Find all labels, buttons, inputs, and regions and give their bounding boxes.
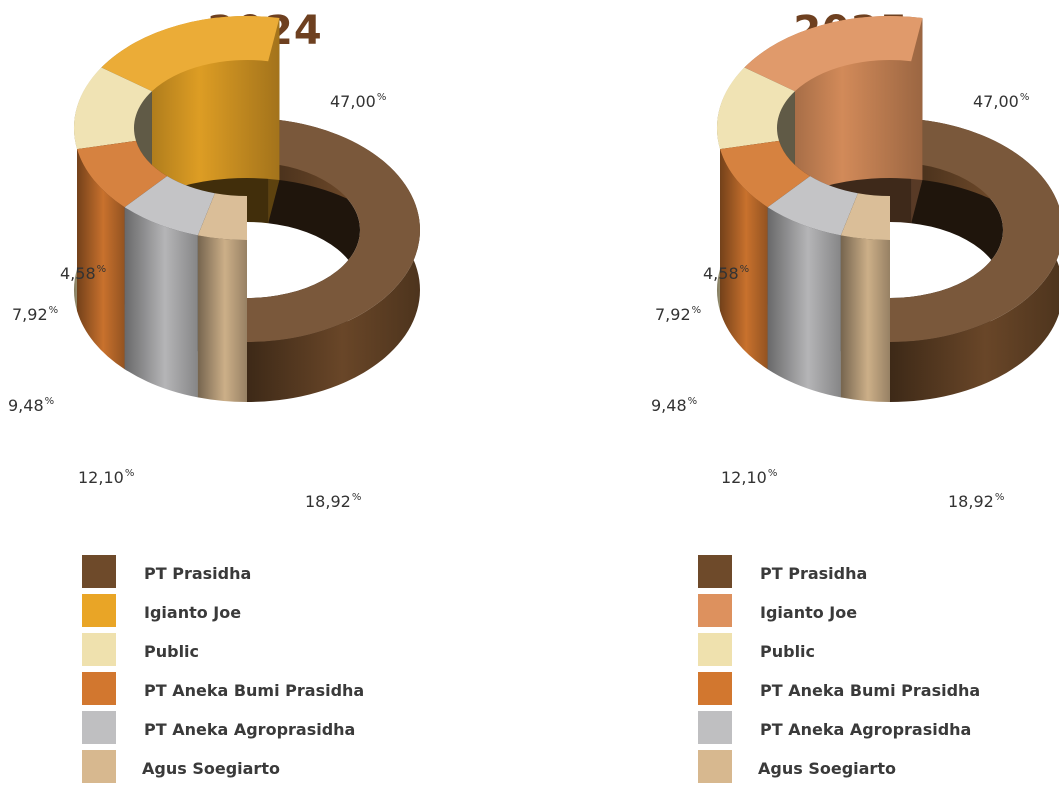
slice-value: 9,48 — [651, 396, 687, 415]
slice-unit: % — [691, 305, 702, 316]
slice-top — [767, 176, 858, 236]
legend-label: Public — [760, 642, 816, 661]
slice-value-label: 18,92% — [305, 492, 361, 511]
slice-top — [197, 193, 247, 240]
slice-value: 47,00 — [973, 92, 1019, 111]
slice-top — [101, 15, 280, 92]
slice-unit: % — [124, 468, 135, 479]
legend-swatch — [82, 594, 116, 627]
legend-swatch — [82, 633, 116, 666]
chart-panel-2024: 2024 47,00%18,92%12,10%9,48%7,92%4,58% P… — [8, 8, 421, 783]
slice-unit: % — [376, 92, 387, 103]
slice-top — [744, 15, 923, 92]
slice-value-label: 12,10% — [721, 468, 777, 487]
legend-label: PT Aneka Bumi Prasidha — [144, 681, 365, 700]
legend-swatch — [698, 750, 732, 783]
legend-label: PT Prasidha — [760, 564, 868, 583]
slice-outer-wall — [840, 235, 890, 402]
legend-swatch — [82, 555, 116, 588]
legend-label: Igianto Joe — [760, 603, 858, 622]
legend-swatch — [82, 750, 116, 783]
legend-swatch — [698, 555, 732, 588]
slice-value-label: 7,92% — [12, 305, 58, 324]
slice-unit: % — [739, 264, 750, 275]
slice-top — [73, 67, 152, 150]
slice-value: 4,58 — [703, 264, 739, 283]
slice-value-label: 4,58% — [703, 264, 749, 283]
legend-swatch — [698, 594, 732, 627]
legend-label: Igianto Joe — [144, 603, 242, 622]
slice-value: 4,58 — [60, 264, 96, 283]
slice-unit: % — [351, 492, 362, 503]
legend-swatch — [698, 672, 732, 705]
slice-outer-wall — [124, 207, 198, 398]
slice-unit: % — [994, 492, 1005, 503]
legend-swatch — [698, 633, 732, 666]
slice-value-label: 7,92% — [655, 305, 701, 324]
slice-value: 18,92 — [948, 492, 994, 511]
legend-swatch — [82, 711, 116, 744]
slice-value-label: 12,10% — [78, 468, 134, 487]
slice-outer-wall — [767, 207, 841, 398]
slice-top — [717, 67, 795, 150]
slice-value: 47,00 — [330, 92, 376, 111]
slice-unit: % — [1019, 92, 1030, 103]
legend-label: Public — [144, 642, 200, 661]
slice-top — [77, 140, 168, 208]
slice-top — [840, 193, 890, 240]
slice-unit: % — [96, 264, 107, 275]
legend-label: PT Prasidha — [144, 564, 252, 583]
slice-top — [124, 176, 215, 236]
slice-top — [720, 140, 811, 208]
slice-value: 7,92 — [655, 305, 691, 324]
slice-outer-wall — [77, 149, 125, 370]
donut-slice — [197, 193, 247, 402]
slice-top — [247, 119, 421, 342]
slice-value-label: 9,48% — [651, 396, 697, 415]
slice-value: 12,10 — [721, 468, 767, 487]
donut-slice — [840, 193, 890, 402]
slice-value-label: 9,48% — [8, 396, 54, 415]
slice-outer-wall — [197, 235, 247, 402]
slice-value: 7,92 — [12, 305, 48, 324]
slice-value-label: 18,92% — [948, 492, 1004, 511]
slice-value-label: 4,58% — [60, 264, 106, 283]
slice-value: 12,10 — [78, 468, 124, 487]
slice-unit: % — [44, 396, 55, 407]
legend-label: PT Aneka Agroprasidha — [144, 720, 356, 739]
slice-value-label: 47,00% — [973, 92, 1029, 111]
slice-outer-wall — [720, 149, 768, 370]
slice-value-label: 47,00% — [330, 92, 386, 111]
legend-label: Agus Soegiarto — [142, 759, 280, 778]
donut-chart-2025 — [717, 15, 1059, 402]
slice-unit: % — [767, 468, 778, 479]
chart-panel-2025: 2025 47,00%18,92%12,10%9,48%7,92%4,58% P… — [643, 0, 1059, 785]
slice-value: 9,48 — [8, 396, 44, 415]
slice-unit: % — [48, 305, 59, 316]
legend-label: PT Aneka Agroprasidha — [760, 720, 972, 739]
donut-chart-2024 — [73, 15, 421, 402]
slice-unit: % — [687, 396, 698, 407]
legend-label: PT Aneka Bumi Prasidha — [760, 681, 981, 700]
legend-swatch — [82, 672, 116, 705]
slice-top — [890, 119, 1059, 342]
slice-value: 18,92 — [305, 492, 351, 511]
legend-swatch — [698, 711, 732, 744]
legend-label: Agus Soegiarto — [758, 759, 896, 778]
